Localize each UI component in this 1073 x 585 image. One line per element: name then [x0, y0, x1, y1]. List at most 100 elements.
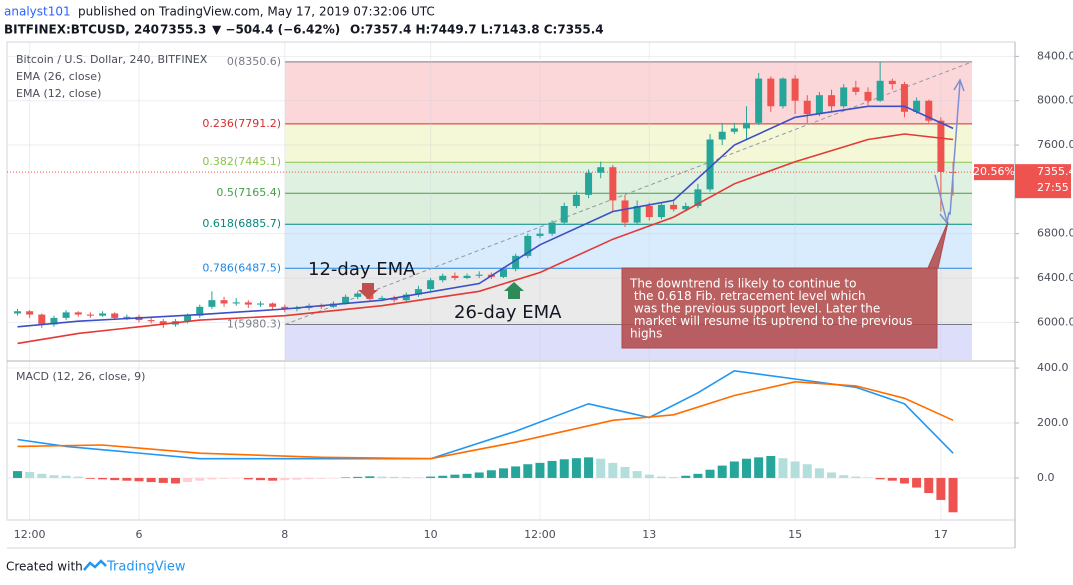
histogram-bar — [729, 461, 739, 478]
candle-body — [900, 84, 908, 112]
histogram-bar — [219, 477, 229, 479]
candle-body — [876, 80, 884, 101]
candle-body — [500, 269, 507, 277]
histogram-bar — [195, 477, 205, 481]
fib-label: 0.236(7791.2) — [202, 117, 281, 130]
histogram-bar — [742, 458, 751, 478]
candle-body — [184, 315, 192, 322]
y-tick-label: 6400.0 — [1037, 271, 1073, 284]
fib-label: 0.618(6885.7) — [202, 217, 281, 230]
histogram-bar — [559, 459, 569, 478]
histogram-bar — [256, 477, 265, 481]
fib-band — [285, 123, 972, 163]
candle-body — [718, 131, 726, 140]
candle-body — [524, 235, 532, 256]
indicator-line — [17, 133, 954, 345]
histogram-bar — [170, 477, 180, 484]
histogram-bar — [851, 476, 861, 478]
histogram-bar — [389, 476, 399, 478]
candle-body — [342, 296, 350, 304]
histogram-bar — [401, 477, 411, 478]
y-tick-label: 6800.0 — [1037, 227, 1073, 240]
arrow-head — [939, 211, 950, 225]
candle-body — [864, 91, 872, 101]
histogram-bar — [134, 477, 144, 482]
symbol: BITFINEX:BTCUSD, 240 — [4, 23, 159, 37]
candle-body — [621, 200, 629, 223]
y-tick-label: 8000.0 — [1037, 94, 1073, 107]
histogram-bar — [268, 477, 278, 481]
histogram-bar — [243, 477, 253, 480]
candle-body — [451, 275, 459, 279]
histogram-bar — [924, 477, 934, 494]
candle-body — [694, 189, 702, 206]
annotation: 12-day EMA — [308, 259, 416, 280]
candle-body — [791, 78, 799, 101]
histogram-bar — [766, 455, 776, 478]
histogram-bar — [584, 457, 594, 478]
histogram-bar — [523, 464, 533, 478]
callout-box — [621, 221, 949, 349]
change: ▼ −504.4 (−6.42%) — [212, 23, 340, 37]
candle-body — [208, 300, 216, 307]
arrow-down — [358, 283, 378, 299]
candle-body — [755, 78, 763, 123]
histogram-bar — [73, 476, 83, 478]
histogram-bar — [146, 477, 156, 483]
candle-body — [803, 100, 811, 115]
candle-body — [50, 317, 58, 325]
callout-text: The downtrend is likely to continue to t… — [629, 277, 912, 341]
legend-ema12: EMA (12, close) — [16, 87, 101, 100]
last-price: 7355.3 — [160, 23, 206, 37]
candle-body — [852, 87, 860, 92]
candle-body — [123, 316, 131, 318]
candle-body — [159, 321, 167, 325]
x-tick-label: 8 — [281, 528, 288, 541]
histogram-bar — [644, 474, 654, 478]
histogram-bar — [912, 477, 922, 488]
histogram-bar — [122, 477, 132, 481]
histogram-bar — [656, 476, 666, 478]
price-tags: 20.56% 7355.4 27:55 — [973, 164, 1073, 199]
macd-title: MACD (12, 26, close, 9) — [16, 370, 145, 383]
candle-body — [427, 280, 435, 290]
histogram-bar — [316, 477, 326, 479]
histogram-bar — [98, 477, 108, 480]
candle-body — [609, 167, 617, 201]
price-tag — [1015, 164, 1071, 199]
callout-line: highs — [630, 327, 662, 341]
histogram-bar — [426, 476, 436, 478]
candle-body — [815, 95, 823, 115]
histogram-bar — [292, 477, 302, 480]
candle-body — [26, 311, 34, 315]
candle-body — [913, 100, 921, 112]
x-tick-label: 13 — [642, 528, 656, 541]
histogram-bar — [620, 466, 630, 478]
histogram-bar — [353, 476, 363, 478]
candle-body — [633, 205, 641, 223]
callout-line: the 0.618 Fib. retracement level which — [630, 289, 866, 303]
arrow-up — [504, 282, 524, 299]
histogram-bar — [499, 468, 508, 478]
histogram-bar — [669, 477, 679, 478]
y-tick-label: 8400.0 — [1037, 49, 1073, 62]
pct-tag-text: 20.56% — [973, 165, 1015, 178]
candle-body — [378, 297, 386, 300]
candle-body — [585, 172, 593, 195]
candle-body — [74, 312, 82, 315]
histogram-bar — [814, 468, 824, 478]
fib-trend — [284, 61, 973, 325]
histogram-bar — [875, 477, 885, 480]
histogram-bar — [802, 464, 812, 478]
histogram-bar — [158, 477, 168, 483]
histogram-bar — [183, 477, 193, 483]
histogram-bar — [49, 475, 59, 478]
candle-body — [779, 78, 787, 107]
fib-label: 0.382(7445.1) — [202, 155, 281, 168]
x-tick-label: 17 — [934, 528, 948, 541]
candle-body — [196, 306, 204, 316]
candle-body — [937, 120, 945, 172]
histogram-bar — [754, 457, 764, 478]
candle-body — [414, 289, 422, 295]
author: analyst101 — [4, 5, 71, 19]
